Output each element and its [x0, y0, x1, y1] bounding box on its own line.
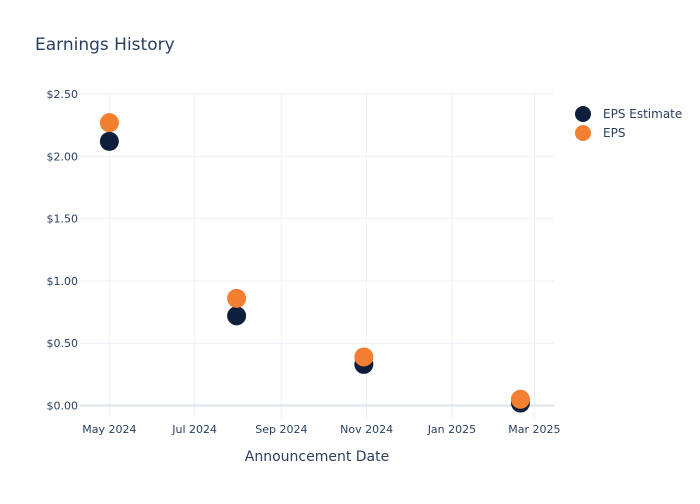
x-tick-label: Nov 2024 [340, 423, 393, 436]
data-point-eps[interactable] [510, 389, 530, 409]
x-tick-label: May 2024 [82, 423, 136, 436]
legend-label: EPS [603, 126, 625, 140]
x-tick-label: Jan 2025 [427, 423, 476, 436]
legend-item-eps-estimate[interactable]: EPS Estimate [575, 106, 682, 122]
y-tick-label: $0.00 [47, 400, 79, 413]
legend-marker [575, 106, 591, 122]
x-tick-label: Sep 2024 [255, 423, 307, 436]
data-point-eps[interactable] [354, 347, 374, 367]
legend-marker [575, 125, 591, 141]
data-point-eps-estimate[interactable] [227, 306, 247, 326]
data-point-eps-estimate[interactable] [99, 131, 119, 151]
data-point-eps[interactable] [227, 288, 247, 308]
data-point-eps[interactable] [99, 113, 119, 133]
axes: May 2024 Jul 2024 Sep 2024 Nov 2024 Jan 2025… [47, 88, 561, 436]
x-axis-label: Announcement Date [245, 449, 389, 465]
y-tick-label: $0.50 [47, 337, 79, 350]
grid-lines [80, 93, 554, 418]
legend[interactable]: EPS Estimate EPS [575, 106, 682, 141]
chart-title: Earnings History [35, 35, 175, 55]
y-tick-label: $2.50 [47, 88, 79, 101]
y-tick-label: $1.50 [47, 213, 79, 226]
x-tick-label: Mar 2025 [508, 423, 560, 436]
y-tick-label: $1.00 [47, 275, 79, 288]
y-tick-label: $2.00 [47, 150, 79, 163]
x-tick-label: Jul 2024 [171, 423, 217, 436]
data-points [99, 113, 530, 413]
legend-item-eps[interactable]: EPS [575, 125, 625, 141]
legend-label: EPS Estimate [603, 107, 682, 121]
